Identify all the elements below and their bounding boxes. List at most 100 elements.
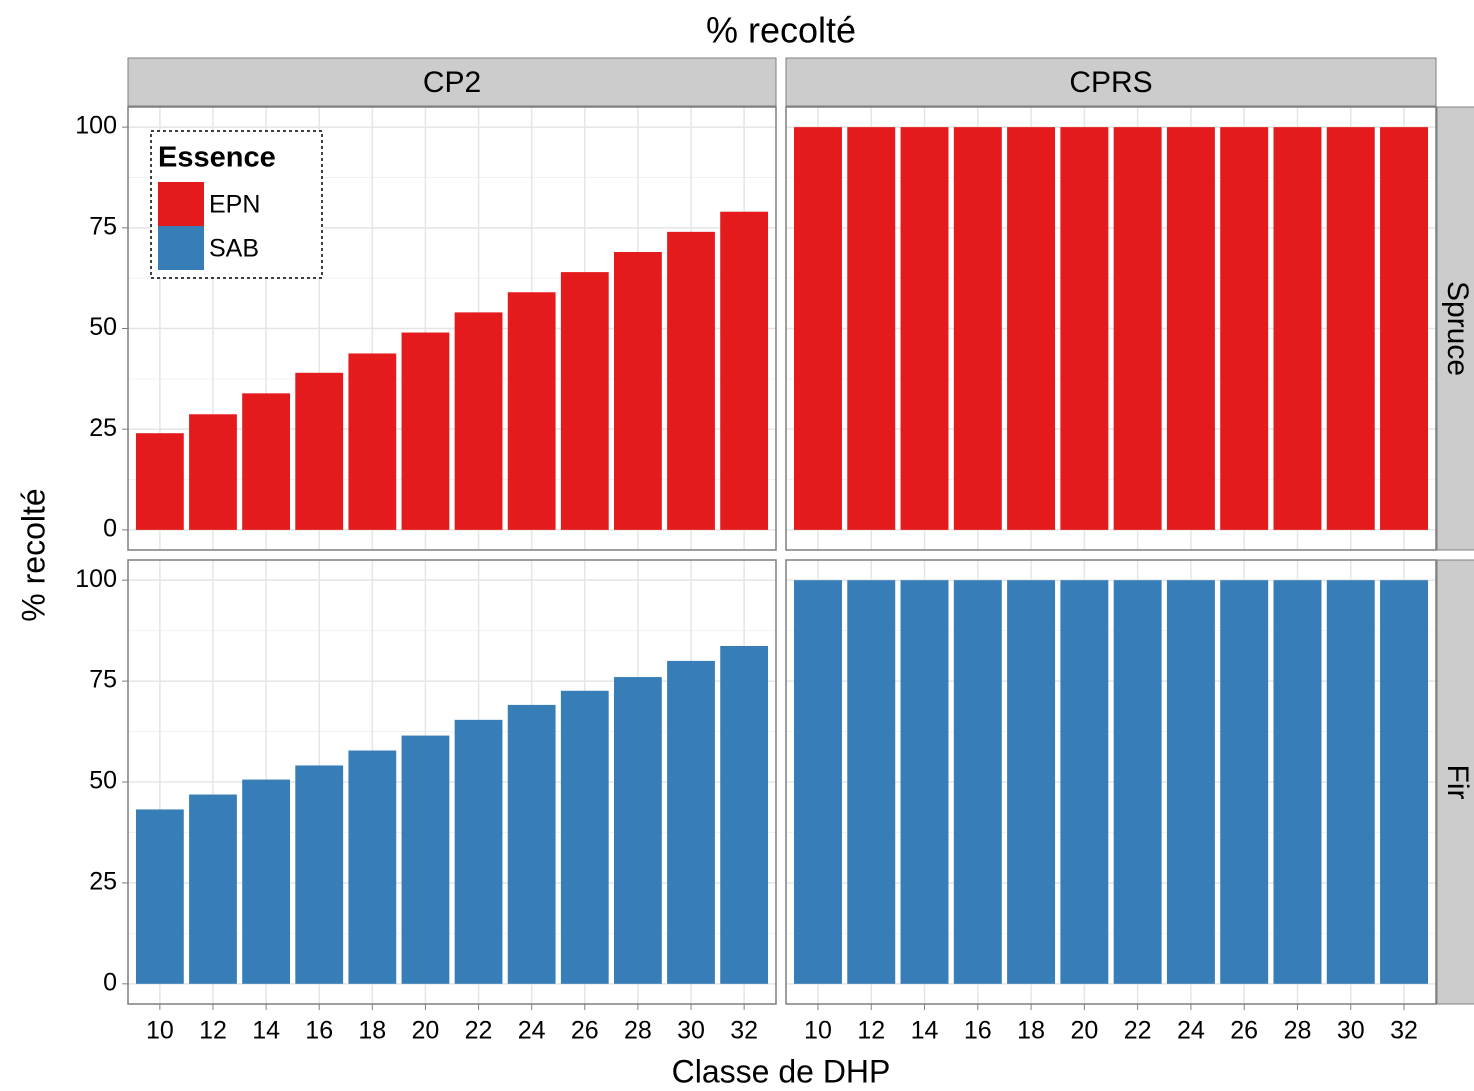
bar <box>401 735 450 984</box>
bar <box>454 312 503 530</box>
bar <box>1060 580 1109 984</box>
facet-strip <box>1436 559 1474 1005</box>
bar <box>135 433 184 530</box>
bar <box>454 719 503 984</box>
x-tick-label: 10 <box>146 1017 174 1045</box>
y-tick-label: 75 <box>89 212 117 240</box>
y-tick-label: 100 <box>75 112 117 140</box>
x-tick-label: 12 <box>199 1017 227 1045</box>
bar <box>1380 580 1429 984</box>
bar <box>1007 580 1056 984</box>
x-tick-label: 28 <box>1284 1017 1312 1045</box>
bar <box>1273 580 1322 984</box>
x-tick-label: 20 <box>412 1017 440 1045</box>
y-tick-label: 100 <box>75 565 117 593</box>
x-tick-label: 12 <box>857 1017 885 1045</box>
bar <box>1220 580 1269 984</box>
bar <box>1060 127 1109 530</box>
bar <box>614 251 662 530</box>
y-tick-label: 25 <box>89 868 117 896</box>
x-tick-label: 28 <box>624 1017 652 1045</box>
bar <box>847 580 896 984</box>
bar <box>507 704 556 984</box>
legend-title: Essence <box>158 142 276 174</box>
x-tick-label: 16 <box>964 1017 992 1045</box>
bar <box>1166 580 1215 984</box>
bar <box>953 580 1002 984</box>
x-tick-label: 24 <box>1177 1017 1205 1045</box>
y-tick-label: 50 <box>89 767 117 795</box>
bar <box>1113 127 1162 530</box>
legend-label: SAB <box>209 235 259 263</box>
x-tick-label: 20 <box>1070 1017 1098 1045</box>
y-tick-label: 75 <box>89 666 117 694</box>
bar <box>189 414 237 530</box>
x-tick-label: 10 <box>804 1017 832 1045</box>
x-tick-label: 22 <box>1124 1017 1152 1045</box>
y-tick-label: 25 <box>89 414 117 442</box>
facet-strip <box>785 57 1437 107</box>
panel-border <box>785 559 1437 1005</box>
x-tick-label: 26 <box>1230 1017 1258 1045</box>
x-tick-label: 22 <box>465 1017 493 1045</box>
bar <box>900 580 949 984</box>
bar <box>242 393 290 530</box>
bar <box>560 272 609 530</box>
bar <box>189 794 237 984</box>
bar <box>1007 127 1056 530</box>
y-tick-label: 0 <box>103 514 117 542</box>
bar <box>720 211 769 530</box>
bar <box>667 231 715 530</box>
legend-key <box>158 182 204 226</box>
x-tick-label: 24 <box>518 1017 546 1045</box>
x-tick-label: 18 <box>1017 1017 1045 1045</box>
facet-strip <box>127 57 777 107</box>
bar <box>242 779 290 984</box>
panel-border <box>785 106 1437 551</box>
facet-strip-label: Fir <box>1441 765 1474 800</box>
bar <box>667 660 715 984</box>
x-tick-label: 32 <box>730 1017 758 1045</box>
bar <box>1326 580 1375 984</box>
facet-strip <box>1436 106 1474 551</box>
facet-strip-label: Spruce <box>1441 281 1474 376</box>
facet-strip-label: CPRS <box>1069 66 1152 99</box>
bar <box>793 127 842 530</box>
bar <box>720 645 769 984</box>
bar <box>1220 127 1269 530</box>
x-tick-label: 30 <box>677 1017 705 1045</box>
bar <box>295 372 344 530</box>
x-tick-label: 14 <box>252 1017 280 1045</box>
bar <box>401 332 450 530</box>
bar <box>348 750 397 984</box>
bar <box>1380 127 1429 530</box>
bar <box>1326 127 1375 530</box>
x-tick-label: 26 <box>571 1017 599 1045</box>
bar <box>900 127 949 530</box>
chart-title: % recolté <box>706 10 856 51</box>
x-tick-label: 30 <box>1337 1017 1365 1045</box>
bar <box>560 690 609 984</box>
bar <box>507 292 556 530</box>
legend-label: EPN <box>209 191 260 219</box>
bar <box>295 765 344 984</box>
x-tick-label: 16 <box>305 1017 333 1045</box>
x-tick-label: 18 <box>358 1017 386 1045</box>
y-tick-label: 0 <box>103 968 117 996</box>
y-tick-label: 50 <box>89 313 117 341</box>
bar <box>847 127 896 530</box>
x-axis-label: Classe de DHP <box>672 1053 891 1089</box>
bar <box>793 580 842 984</box>
legend-key <box>158 226 204 270</box>
bar <box>1273 127 1322 530</box>
facet-strip-label: CP2 <box>423 66 481 99</box>
bar <box>348 353 397 530</box>
x-tick-label: 14 <box>911 1017 939 1045</box>
bar <box>135 809 184 984</box>
y-axis-label: % recolté <box>15 488 51 621</box>
bar <box>1113 580 1162 984</box>
bar <box>1166 127 1215 530</box>
x-tick-label: 32 <box>1390 1017 1418 1045</box>
bar <box>614 677 662 984</box>
